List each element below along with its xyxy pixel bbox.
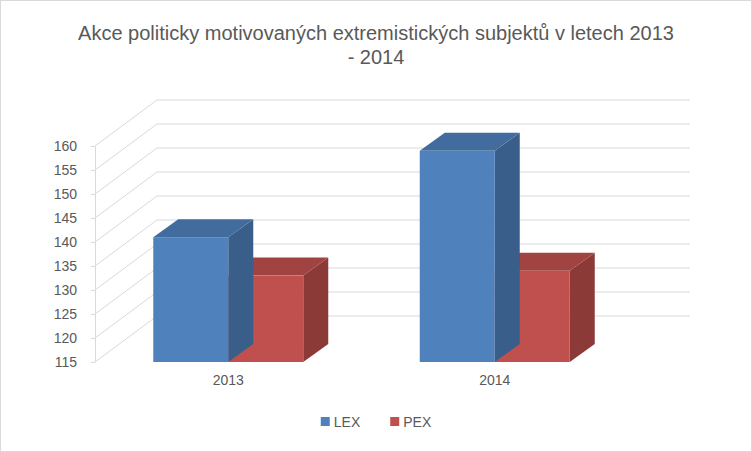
- grid-line-side: [95, 100, 157, 146]
- x-axis: 2013 2014: [213, 372, 511, 388]
- y-tick-label: 125: [54, 306, 78, 322]
- y-tick-mark: [91, 338, 95, 339]
- y-tick: 140: [54, 234, 95, 250]
- grid-line: [157, 124, 690, 125]
- bar-3d: [420, 133, 520, 362]
- grid-line-side: [95, 292, 157, 338]
- y-axis: 115 120 125 130 135 140 145 150 155 160: [54, 138, 96, 370]
- y-tick-label: 115: [55, 354, 78, 370]
- y-tick-mark: [91, 362, 95, 363]
- y-tick: 150: [54, 186, 95, 202]
- legend-swatch: [321, 417, 330, 426]
- bar-side: [303, 258, 328, 362]
- y-tick: 120: [54, 330, 95, 346]
- bar-3d: [153, 219, 253, 362]
- legend-label: LEX: [334, 414, 361, 430]
- y-tick-mark: [91, 242, 95, 243]
- grid-line-side: [95, 196, 157, 242]
- y-axis-line: [95, 147, 96, 363]
- y-tick-label: 120: [54, 330, 78, 346]
- grid-line-side: [95, 172, 157, 218]
- y-tick-mark: [91, 170, 95, 171]
- grid-line-side: [95, 220, 157, 266]
- bar-side: [228, 219, 253, 362]
- bars: [153, 133, 595, 362]
- y-tick-mark: [91, 146, 95, 147]
- y-tick: 135: [54, 258, 95, 274]
- grid-line-side: [95, 124, 157, 170]
- y-tick-label: 140: [54, 234, 78, 250]
- y-tick-mark: [91, 218, 95, 219]
- grid-line-side: [95, 244, 157, 290]
- y-tick: 145: [54, 210, 95, 226]
- legend-label: PEX: [403, 414, 432, 430]
- x-tick-label: 2013: [213, 372, 244, 388]
- legend: LEX PEX: [321, 414, 432, 430]
- y-tick-mark: [91, 314, 95, 315]
- y-tick: 125: [54, 306, 95, 322]
- chart-border: [1, 1, 752, 452]
- y-tick: 160: [54, 138, 95, 154]
- legend-swatch: [390, 417, 399, 426]
- y-tick-label: 130: [54, 282, 78, 298]
- y-tick: 155: [54, 162, 95, 178]
- legend-item: LEX: [321, 414, 361, 430]
- y-tick-label: 160: [54, 138, 78, 154]
- grid-line-side: [95, 268, 157, 314]
- y-tick-mark: [91, 194, 95, 195]
- x-tick: 2014: [479, 372, 510, 388]
- y-tick-label: 155: [54, 162, 78, 178]
- y-tick: 130: [54, 282, 95, 298]
- chart: Akce politicky motivovaných extremistick…: [0, 0, 752, 452]
- bar-top: [420, 133, 520, 151]
- chart-title: Akce politicky motivovaných extremistick…: [78, 22, 674, 68]
- y-tick: 115: [55, 354, 95, 370]
- bar-side: [570, 253, 595, 362]
- y-tick-mark: [91, 290, 95, 291]
- grid: [95, 100, 690, 362]
- grid-line: [157, 100, 690, 101]
- bar: [420, 151, 495, 362]
- legend-item: PEX: [390, 414, 432, 430]
- y-tick-label: 135: [54, 258, 78, 274]
- grid-line-side: [95, 316, 157, 362]
- y-tick-mark: [91, 266, 95, 267]
- x-tick-label: 2014: [479, 372, 510, 388]
- bar-top: [153, 219, 253, 237]
- x-tick: 2013: [213, 372, 244, 388]
- y-tick-label: 145: [54, 210, 78, 226]
- y-tick-label: 150: [54, 186, 78, 202]
- bar-side: [495, 133, 520, 362]
- bar: [153, 237, 228, 362]
- grid-line-side: [95, 148, 157, 194]
